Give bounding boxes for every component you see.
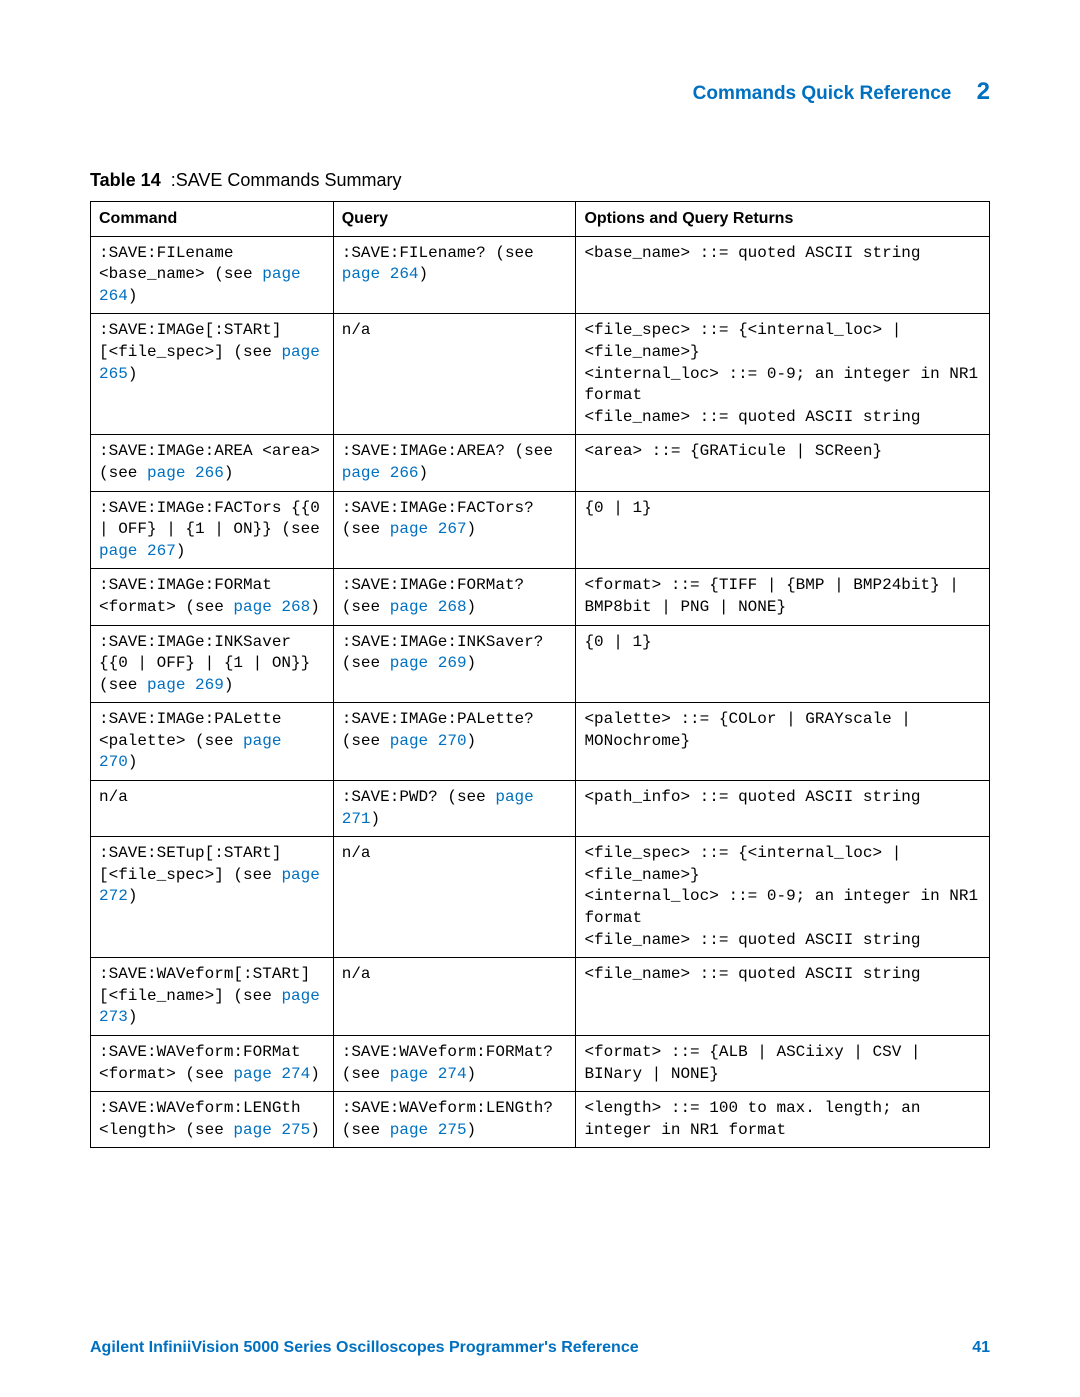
cell-options: <area> ::= {GRATicule | SCReen} <box>576 435 990 491</box>
cell-options: <length> ::= 100 to max. length; an inte… <box>576 1092 990 1148</box>
page-link[interactable]: page 271 <box>342 788 534 828</box>
table-body: :SAVE:FILename <base_name> (see page 264… <box>91 236 990 1148</box>
cell-command: :SAVE:IMAGe:FORMat <format> (see page 26… <box>91 569 334 625</box>
cell-options: <palette> ::= {COLor | GRAYscale | MONoc… <box>576 703 990 781</box>
page-link[interactable]: page 266 <box>147 464 224 482</box>
page-link[interactable]: page 264 <box>342 265 419 283</box>
cell-query: :SAVE:IMAGe:AREA? (see page 266) <box>333 435 576 491</box>
footer-left: Agilent InfiniiVision 5000 Series Oscill… <box>90 1339 639 1357</box>
page-link[interactable]: page 266 <box>342 464 419 482</box>
table-row: :SAVE:IMAGe:AREA <area> (see page 266):S… <box>91 435 990 491</box>
page-link[interactable]: page 270 <box>390 732 467 750</box>
cell-command: :SAVE:IMAGe:PALette <palette> (see page … <box>91 703 334 781</box>
cell-command: :SAVE:IMAGe:FACTors {{0 | OFF} | {1 | ON… <box>91 491 334 569</box>
cell-options: {0 | 1} <box>576 625 990 703</box>
cell-query: :SAVE:IMAGe:PALette? (see page 270) <box>333 703 576 781</box>
table-row: :SAVE:IMAGe:FORMat <format> (see page 26… <box>91 569 990 625</box>
cell-query: :SAVE:IMAGe:FACTors? (see page 267) <box>333 491 576 569</box>
cell-query: :SAVE:WAVeform:LENGth? (see page 275) <box>333 1092 576 1148</box>
page-link[interactable]: page 274 <box>390 1065 467 1083</box>
table-caption-label: Table 14 <box>90 170 161 190</box>
document-page: Commands Quick Reference 2 Table 14 :SAV… <box>0 0 1080 1397</box>
table-row: :SAVE:FILename <base_name> (see page 264… <box>91 236 990 314</box>
cell-command: :SAVE:IMAGe[:STARt] [<file_spec>] (see p… <box>91 314 334 435</box>
page-link[interactable]: page 275 <box>233 1121 310 1139</box>
footer-right: 41 <box>972 1339 990 1357</box>
col-query: Query <box>333 202 576 237</box>
cell-command: :SAVE:WAVeform:LENGth <length> (see page… <box>91 1092 334 1148</box>
page-link[interactable]: page 269 <box>147 676 224 694</box>
page-link[interactable]: page 267 <box>390 520 467 538</box>
table-row: :SAVE:WAVeform[:STARt] [<file_name>] (se… <box>91 958 990 1036</box>
cell-options: <format> ::= {ALB | ASCiixy | CSV | BINa… <box>576 1036 990 1092</box>
table-header-row: Command Query Options and Query Returns <box>91 202 990 237</box>
table-row: :SAVE:SETup[:STARt] [<file_spec>] (see p… <box>91 837 990 958</box>
page-link[interactable]: page 267 <box>99 542 176 560</box>
cell-command: n/a <box>91 781 334 837</box>
page-link[interactable]: page 268 <box>233 598 310 616</box>
table-row: :SAVE:IMAGe:PALette <palette> (see page … <box>91 703 990 781</box>
cell-options: <path_info> ::= quoted ASCII string <box>576 781 990 837</box>
cell-options: <file_spec> ::= {<internal_loc> | <file_… <box>576 314 990 435</box>
cell-query: :SAVE:WAVeform:FORMat? (see page 274) <box>333 1036 576 1092</box>
page-link[interactable]: page 272 <box>99 866 320 906</box>
cell-command: :SAVE:IMAGe:INKSaver {{0 | OFF} | {1 | O… <box>91 625 334 703</box>
header-section-number: 2 <box>977 78 990 105</box>
page-link[interactable]: page 274 <box>233 1065 310 1083</box>
page-header: Commands Quick Reference 2 <box>90 78 990 106</box>
page-footer: Agilent InfiniiVision 5000 Series Oscill… <box>90 1339 990 1357</box>
table-row: n/a:SAVE:PWD? (see page 271)<path_info> … <box>91 781 990 837</box>
cell-options: <file_name> ::= quoted ASCII string <box>576 958 990 1036</box>
cell-command: :SAVE:WAVeform[:STARt] [<file_name>] (se… <box>91 958 334 1036</box>
table-row: :SAVE:IMAGe:INKSaver {{0 | OFF} | {1 | O… <box>91 625 990 703</box>
table-caption: Table 14 :SAVE Commands Summary <box>90 170 990 191</box>
cell-command: :SAVE:SETup[:STARt] [<file_spec>] (see p… <box>91 837 334 958</box>
commands-table: Command Query Options and Query Returns … <box>90 201 990 1148</box>
table-row: :SAVE:IMAGe[:STARt] [<file_spec>] (see p… <box>91 314 990 435</box>
page-link[interactable]: page 264 <box>99 265 301 305</box>
page-link[interactable]: page 269 <box>390 654 467 672</box>
cell-options: <format> ::= {TIFF | {BMP | BMP24bit} | … <box>576 569 990 625</box>
cell-query: :SAVE:FILename? (see page 264) <box>333 236 576 314</box>
cell-options: <file_spec> ::= {<internal_loc> | <file_… <box>576 837 990 958</box>
page-link[interactable]: page 273 <box>99 987 320 1027</box>
table-row: :SAVE:IMAGe:FACTors {{0 | OFF} | {1 | ON… <box>91 491 990 569</box>
cell-command: :SAVE:WAVeform:FORMat <format> (see page… <box>91 1036 334 1092</box>
page-link[interactable]: page 265 <box>99 343 320 383</box>
page-link[interactable]: page 270 <box>99 732 281 772</box>
col-options: Options and Query Returns <box>576 202 990 237</box>
page-link[interactable]: page 268 <box>390 598 467 616</box>
cell-command: :SAVE:IMAGe:AREA <area> (see page 266) <box>91 435 334 491</box>
cell-query: n/a <box>333 837 576 958</box>
cell-query: :SAVE:PWD? (see page 271) <box>333 781 576 837</box>
cell-command: :SAVE:FILename <base_name> (see page 264… <box>91 236 334 314</box>
cell-query: :SAVE:IMAGe:FORMat? (see page 268) <box>333 569 576 625</box>
cell-query: n/a <box>333 314 576 435</box>
cell-query: :SAVE:IMAGe:INKSaver? (see page 269) <box>333 625 576 703</box>
page-link[interactable]: page 275 <box>390 1121 467 1139</box>
table-row: :SAVE:WAVeform:FORMat <format> (see page… <box>91 1036 990 1092</box>
cell-query: n/a <box>333 958 576 1036</box>
table-caption-text: :SAVE Commands Summary <box>171 170 402 190</box>
cell-options: <base_name> ::= quoted ASCII string <box>576 236 990 314</box>
cell-options: {0 | 1} <box>576 491 990 569</box>
table-row: :SAVE:WAVeform:LENGth <length> (see page… <box>91 1092 990 1148</box>
header-title: Commands Quick Reference <box>693 83 952 104</box>
col-command: Command <box>91 202 334 237</box>
